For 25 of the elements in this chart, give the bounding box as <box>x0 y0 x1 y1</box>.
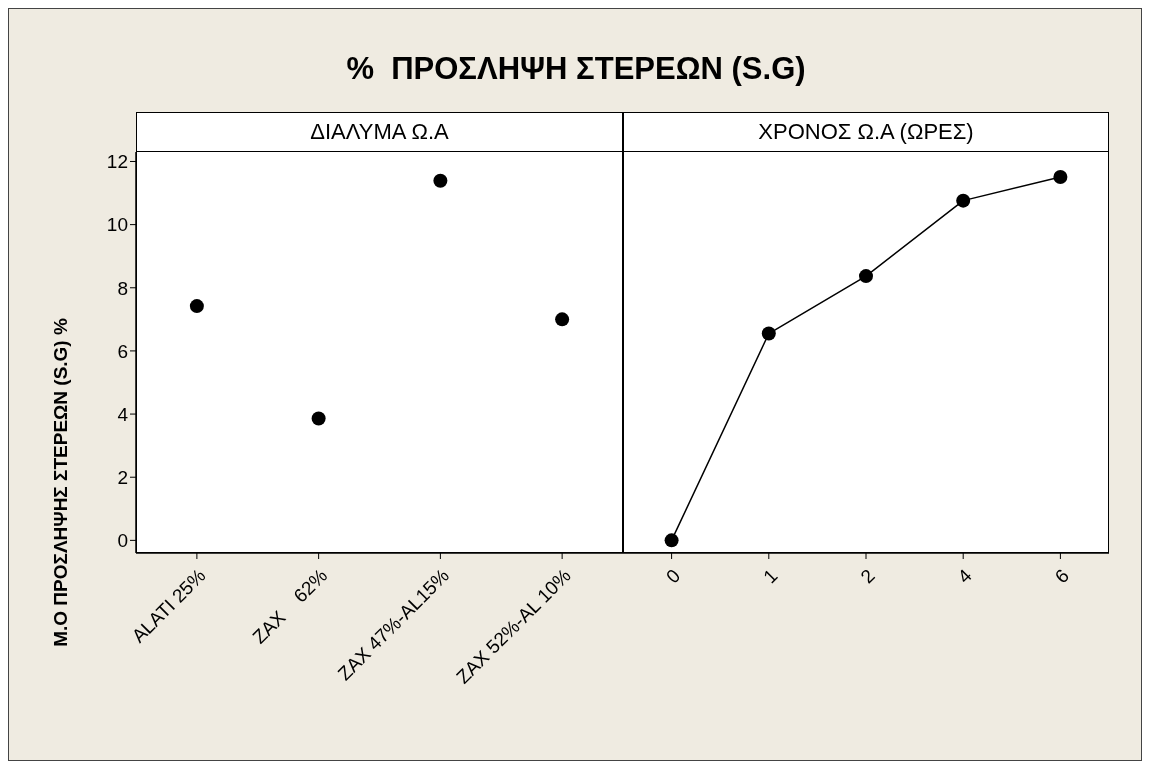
y-tick-label: 8 <box>117 277 128 299</box>
x-tick-label: 1 <box>759 564 782 588</box>
point <box>1053 169 1068 184</box>
y-tick-label: 6 <box>117 340 128 362</box>
x-tick-label: 2 <box>856 564 879 588</box>
point <box>664 533 679 548</box>
y-axis-title: Μ.Ο ΠΡΟΣΛΗΨΗΣ ΣΤΕΡΕΩΝ (S.G) % <box>49 318 71 647</box>
chart-subtitle: ΔΙΑΛΥΜΑ Ω.Α <box>310 118 449 145</box>
y-tick-label: 12 <box>106 151 128 173</box>
point <box>555 312 570 327</box>
point <box>761 326 776 341</box>
x-tick-label: 6 <box>1050 564 1074 588</box>
chart-subtitle: ΧΡΟΝΟΣ Ω.Α (ΩΡΕΣ) <box>758 118 974 145</box>
point <box>859 269 873 284</box>
point <box>189 299 204 314</box>
point <box>433 173 448 188</box>
chart-title: % ΠΡΟΣΛΗΨΗ ΣΤΕΡΕΩΝ (S.G) <box>345 51 807 87</box>
point <box>311 411 326 426</box>
y-tick-label: 2 <box>117 466 128 488</box>
y-tick-label: 0 <box>117 530 128 552</box>
x-tick-label: 0 <box>662 564 685 588</box>
x-tick-label: 4 <box>953 564 977 588</box>
y-tick-label: 4 <box>117 403 129 425</box>
y-tick-label: 10 <box>106 214 128 236</box>
point <box>956 193 971 208</box>
